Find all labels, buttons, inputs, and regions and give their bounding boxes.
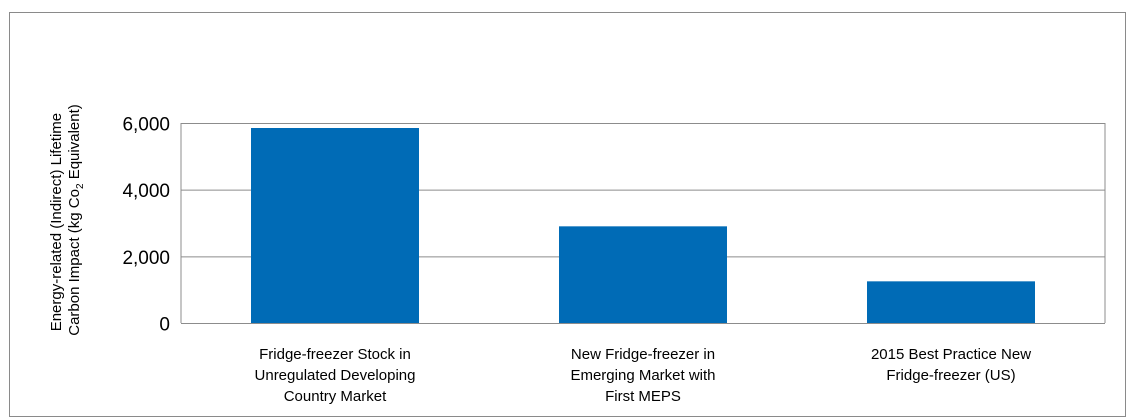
x-category-label-line: Fridge-freezer (US) [886,367,1015,384]
y-axis-label-subscript: 2 [75,183,86,189]
y-axis-label-line-1: Energy-related (Indirect) Lifetime [48,113,65,331]
x-category-label-line: First MEPS [605,388,681,405]
y-tick-label: 2,000 [122,248,170,269]
y-tick-label: 4,000 [122,181,170,202]
x-category-label-line: Country Market [284,388,387,405]
y-axis-label-line-2-suffix: Equivalent) [66,104,83,183]
x-category-labels: Fridge-freezer Stock in Unregulated Devel… [255,346,1032,405]
x-category-label-line: New Fridge-freezer in [571,346,715,363]
y-axis-label: Energy-related (Indirect) Lifetime Carbo… [48,104,86,336]
bar-1 [251,128,419,323]
x-category-label-3: 2015 Best Practice New Fridge-freezer (US… [871,346,1031,384]
x-category-label-1: Fridge-freezer Stock in Unregulated Devel… [255,346,416,405]
y-axis-label-line-2-prefix: Carbon Impact (kg Co [66,189,83,336]
y-tick-labels: 0 2,000 4,000 6,000 [122,115,170,336]
bar-3 [867,281,1035,323]
y-tick-label: 0 [159,315,170,336]
x-category-label-line: Unregulated Developing [255,367,416,384]
x-category-label-line: Emerging Market with [570,367,715,384]
x-category-label-line: 2015 Best Practice New [871,346,1031,363]
x-category-label-line: Fridge-freezer Stock in [259,346,411,363]
bar-2 [559,226,727,323]
bars [251,128,1035,323]
x-category-label-2: New Fridge-freezer in Emerging Market wit… [570,346,715,405]
y-tick-label: 6,000 [122,115,170,136]
chart-frame [9,12,1126,417]
